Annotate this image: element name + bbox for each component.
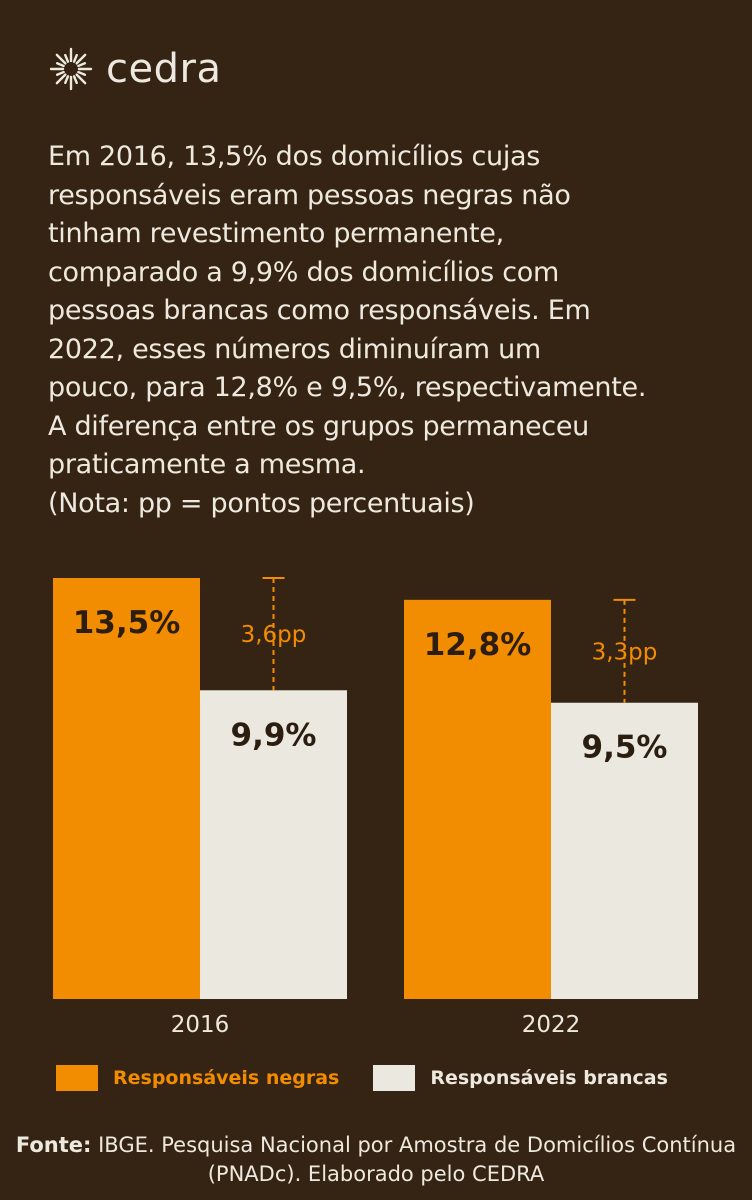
data-label-negras: 12,8% [424, 627, 532, 663]
description: Em 2016, 13,5% dos domicílios cujas resp… [48, 141, 647, 519]
legend-swatch-negras [56, 1065, 98, 1091]
difference-label: 3,6pp [241, 622, 307, 648]
legend: Responsáveis negras Responsáveis brancas [56, 1065, 668, 1091]
logo-ray [72, 75, 78, 85]
logo: cedra [48, 44, 221, 94]
x-tick-label: 2016 [171, 1012, 230, 1038]
bar-negras [404, 599, 551, 999]
legend-item-negras: Responsáveis negras [56, 1065, 339, 1091]
logo-ray [55, 53, 67, 65]
bar-chart: 13,5% 9,9% 3,6pp 2016 12,8% 9,5% 3,3pp 2022 [53, 577, 698, 1038]
legend-label-negras: Responsáveis negras [113, 1067, 340, 1089]
logo-ray [55, 62, 65, 68]
x-tick-label: 2022 [522, 1012, 581, 1038]
source-text: IBGE. Pesquisa Nacional por Amostra de D… [91, 1133, 737, 1186]
logo-ray [75, 53, 87, 65]
logo-ray [77, 70, 87, 76]
data-label-negras: 13,5% [73, 605, 181, 641]
data-label-brancas: 9,5% [582, 730, 668, 766]
difference-label: 3,3pp [592, 639, 658, 665]
logo-text: cedra [106, 46, 222, 92]
source-label: Fonte: [15, 1133, 92, 1157]
logo-ray [55, 70, 65, 76]
bar-brancas [200, 690, 347, 999]
logo-ray [72, 53, 78, 63]
bar-negras [53, 578, 200, 999]
bar-brancas [551, 702, 698, 999]
legend-swatch-brancas [373, 1065, 416, 1091]
logo-ray [64, 75, 70, 85]
data-label-brancas: 9,9% [231, 717, 317, 753]
sun-icon [49, 47, 93, 91]
logo-ray [55, 73, 67, 85]
logo-ray [75, 73, 87, 85]
legend-item-brancas: Responsáveis brancas [373, 1065, 668, 1091]
logo-ray [77, 62, 87, 68]
source-note: Fonte: IBGE. Pesquisa Nacional por Amost… [0, 1131, 752, 1189]
logo-ray [64, 53, 70, 63]
legend-label-brancas: Responsáveis brancas [430, 1067, 668, 1089]
